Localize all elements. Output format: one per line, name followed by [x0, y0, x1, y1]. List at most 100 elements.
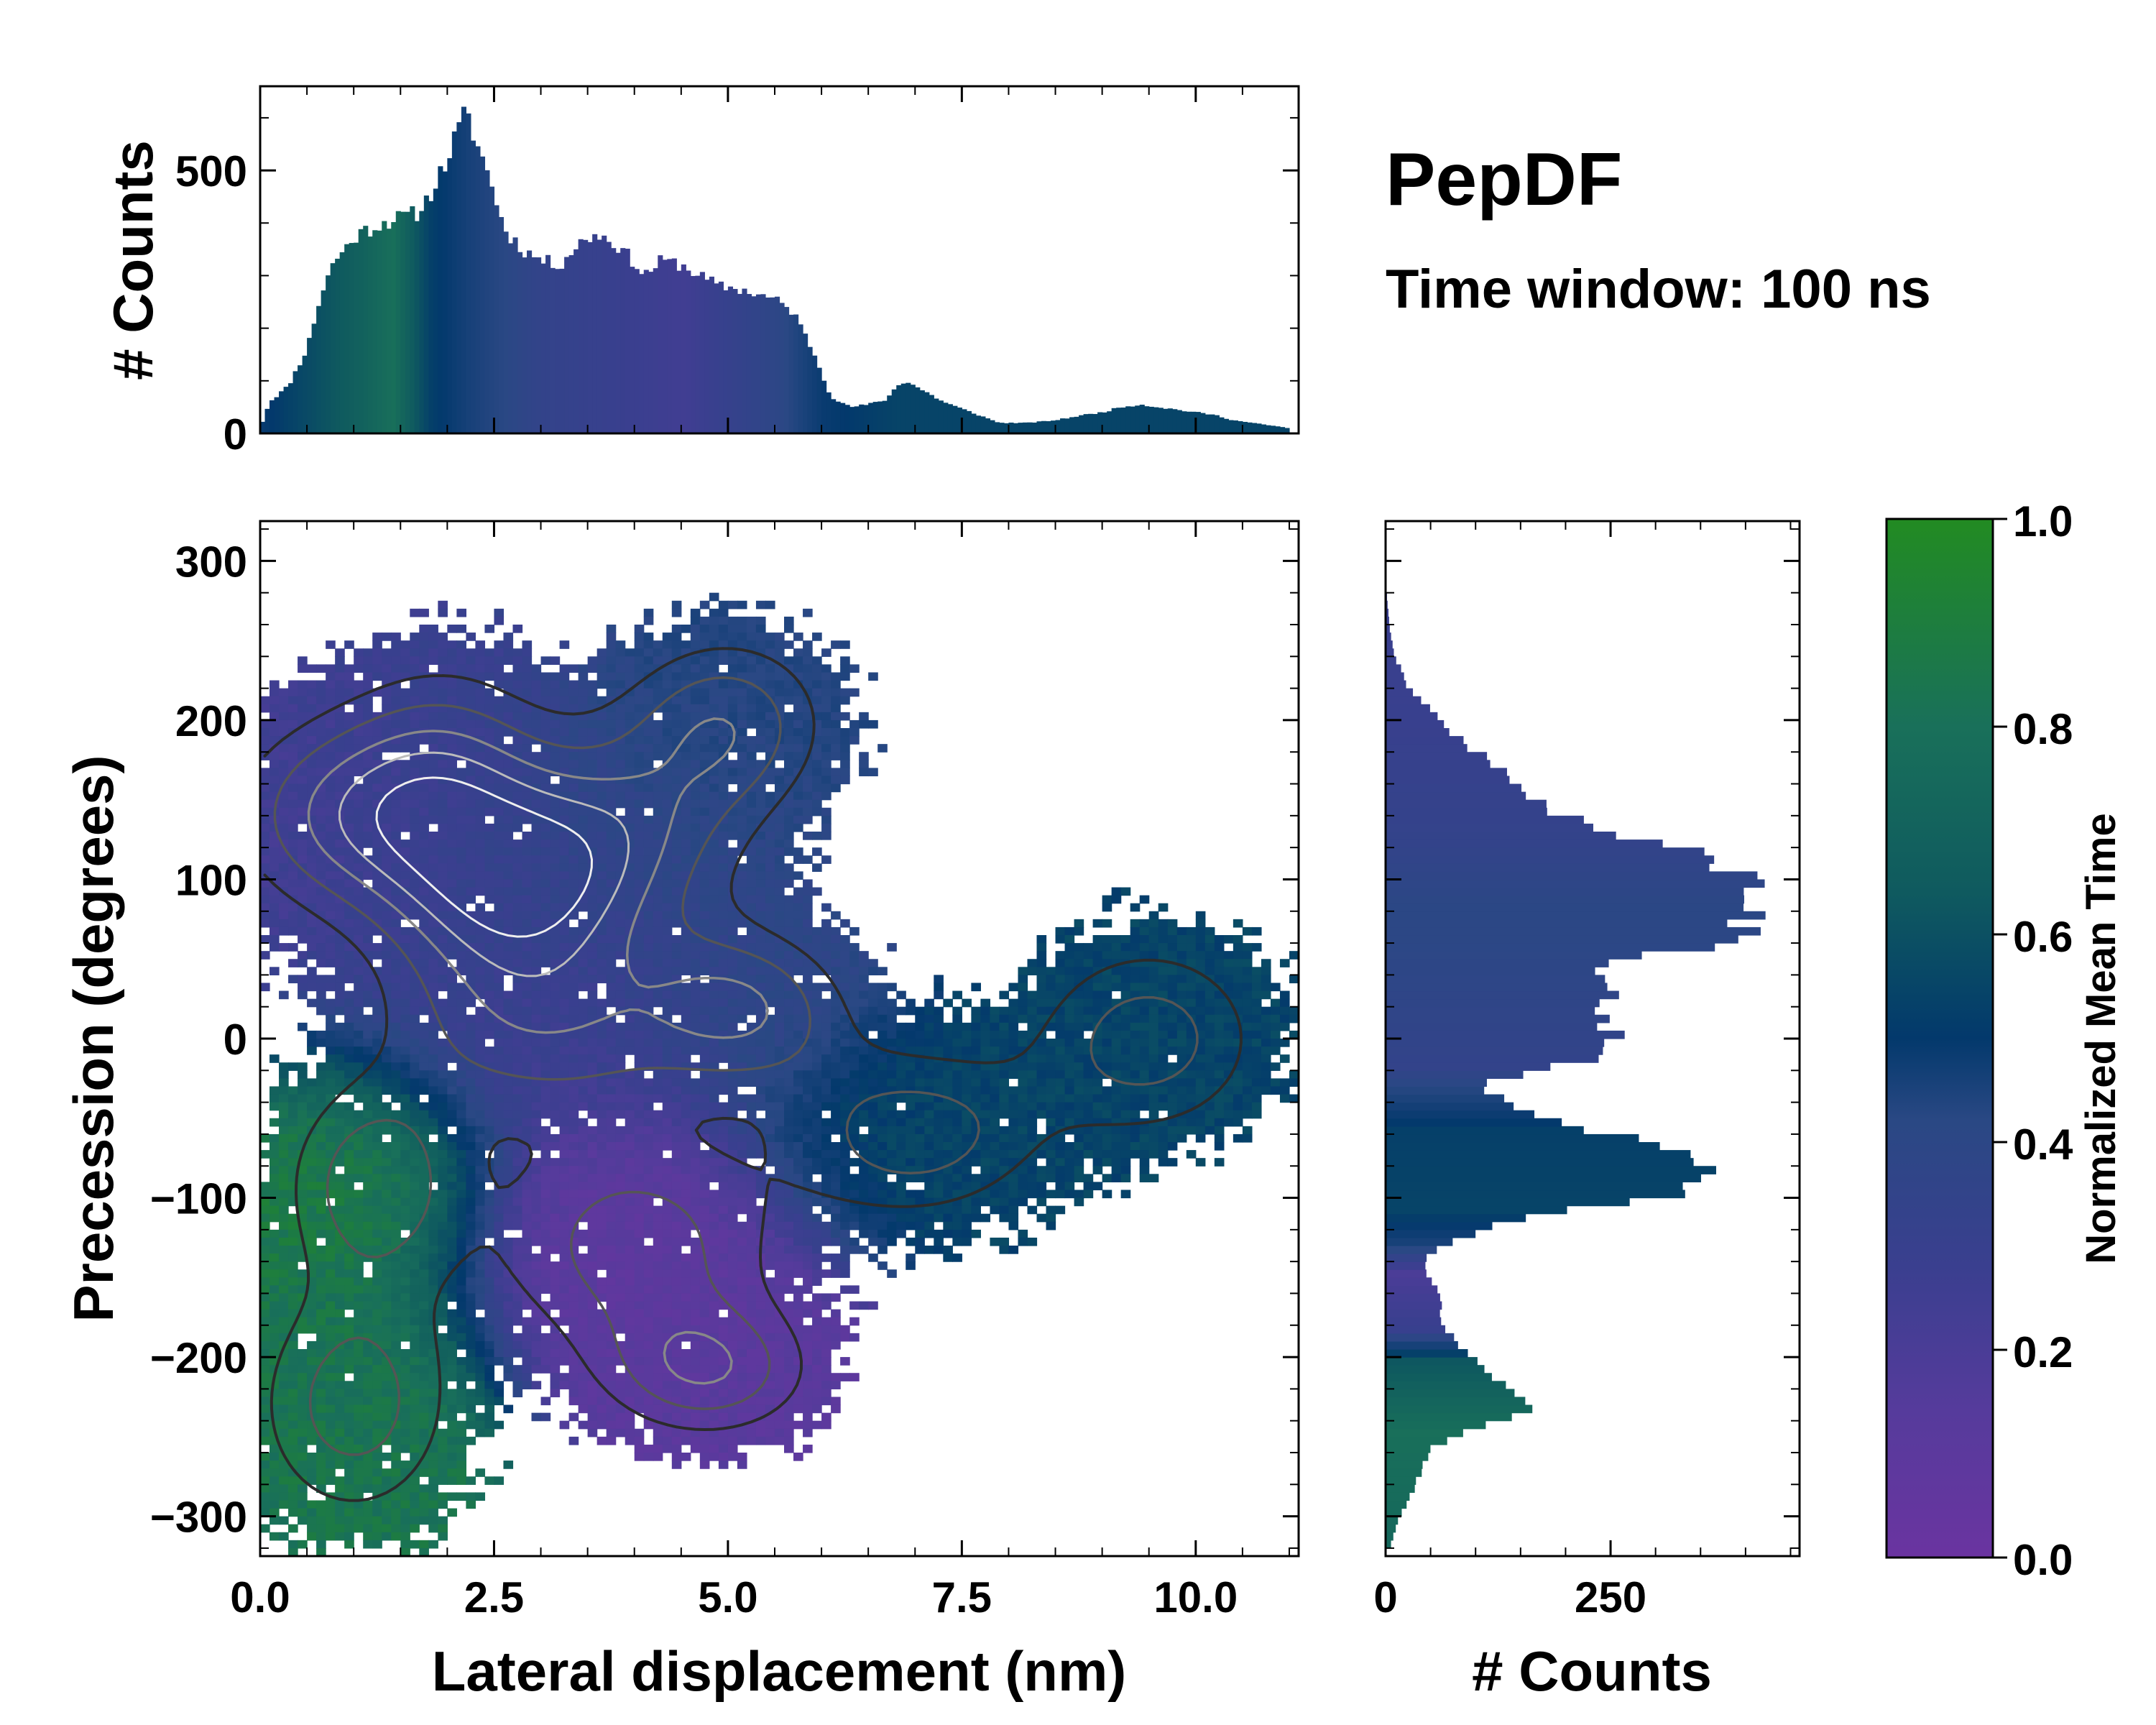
heatmap-cell — [653, 768, 663, 777]
heatmap-cell — [484, 625, 495, 633]
heatmap-cell — [494, 983, 505, 992]
heatmap-cell — [755, 704, 766, 713]
heatmap-cell — [578, 1070, 589, 1079]
heatmap-cell — [578, 975, 589, 984]
heatmap-cell — [1092, 1046, 1103, 1055]
heatmap-cell — [784, 616, 794, 625]
heatmap-cell — [643, 688, 654, 697]
heatmap-cell — [699, 1078, 710, 1087]
heatmap-cell — [1120, 1102, 1131, 1111]
heatmap-cell — [335, 752, 345, 760]
heatmap-cell — [568, 959, 579, 967]
heatmap-cell — [821, 1094, 831, 1103]
heatmap-cell — [335, 768, 345, 777]
heatmap-cell — [568, 926, 579, 936]
top-histogram-bar — [274, 397, 280, 433]
heatmap-cell — [755, 926, 766, 936]
heatmap-cell — [690, 840, 701, 848]
heatmap-cell — [1018, 1046, 1028, 1055]
heatmap-cell — [737, 919, 747, 928]
heatmap-cell — [1055, 975, 1066, 984]
heatmap-cell — [410, 799, 420, 809]
heatmap-cell — [410, 1086, 420, 1095]
heatmap-cell — [288, 680, 298, 689]
heatmap-cell — [391, 648, 401, 657]
heatmap-cell — [288, 903, 298, 912]
heatmap-cell — [849, 983, 860, 992]
heatmap-cell — [821, 1102, 831, 1111]
heatmap-cell — [671, 696, 682, 705]
heatmap-cell — [840, 712, 850, 721]
heatmap-cell — [877, 1062, 888, 1071]
heatmap-cell — [1186, 1078, 1197, 1087]
heatmap-cell — [737, 672, 747, 681]
heatmap-cell — [288, 887, 298, 896]
heatmap-cell — [671, 998, 682, 1008]
heatmap-cell — [606, 752, 617, 760]
heatmap-cell — [718, 871, 729, 880]
heatmap-cell — [765, 815, 775, 824]
heatmap-cell — [494, 1118, 505, 1127]
heatmap-cell — [372, 1046, 382, 1055]
heatmap-cell — [447, 1086, 457, 1095]
heatmap-cell — [653, 1110, 663, 1119]
heatmap-cell — [840, 1062, 850, 1071]
heatmap-cell — [699, 1133, 710, 1143]
heatmap-cell — [596, 926, 607, 936]
heatmap-cell — [382, 768, 392, 777]
heatmap-cell — [793, 656, 803, 665]
heatmap-cell — [438, 688, 448, 697]
heatmap-cell — [1130, 943, 1141, 952]
heatmap-cell — [803, 768, 813, 777]
heatmap-cell — [1204, 1102, 1215, 1111]
heatmap-cell — [419, 696, 429, 705]
heatmap-cell — [344, 943, 354, 952]
heatmap-cell — [335, 696, 345, 705]
heatmap-cell — [1092, 951, 1103, 960]
heatmap-cell — [596, 951, 607, 960]
heatmap-cell — [298, 1062, 308, 1071]
heatmap-cell — [606, 664, 617, 673]
heatmap-cell — [1083, 1014, 1094, 1024]
heatmap-cell — [699, 1062, 710, 1071]
heatmap-cell — [606, 983, 617, 992]
heatmap-cell — [615, 926, 626, 936]
heatmap-cell — [1027, 1054, 1038, 1063]
heatmap-cell — [363, 680, 373, 689]
heatmap-cell — [934, 1102, 944, 1111]
heatmap-cell — [709, 728, 719, 737]
heatmap-cell — [260, 983, 270, 992]
heatmap-cell — [578, 704, 589, 713]
heatmap-cell — [335, 728, 345, 737]
heatmap-cell — [625, 688, 635, 697]
heatmap-cell — [316, 959, 326, 967]
heatmap-cell — [971, 1102, 981, 1111]
heatmap-cell — [1223, 959, 1234, 967]
heatmap-cell — [419, 752, 429, 760]
top-histogram-bar — [906, 382, 911, 433]
heatmap-cell — [821, 815, 831, 824]
heatmap-cell — [615, 1054, 626, 1063]
heatmap-cell — [784, 1014, 794, 1024]
heatmap-cell — [784, 895, 794, 904]
heatmap-cell — [382, 1054, 392, 1063]
heatmap-cell — [971, 1070, 981, 1079]
heatmap-cell — [382, 1102, 392, 1111]
heatmap-cell — [1092, 1054, 1103, 1063]
heatmap-cell — [288, 799, 298, 809]
heatmap-cell — [372, 879, 382, 888]
heatmap-cell — [466, 648, 476, 657]
top-histogram-bar — [1003, 423, 1010, 433]
heatmap-cell — [494, 712, 505, 721]
heatmap-cell — [671, 951, 682, 960]
heatmap-cell — [812, 967, 822, 975]
heatmap-cell — [1223, 1054, 1234, 1063]
heatmap-cell — [503, 768, 514, 777]
heatmap-cell — [456, 1094, 466, 1103]
heatmap-cell — [494, 608, 505, 617]
heatmap-cell — [438, 1070, 448, 1079]
heatmap-cell — [1242, 1102, 1253, 1111]
heatmap-cell — [391, 704, 401, 713]
heatmap-cell — [859, 998, 869, 1008]
heatmap-cell — [1233, 1030, 1243, 1039]
